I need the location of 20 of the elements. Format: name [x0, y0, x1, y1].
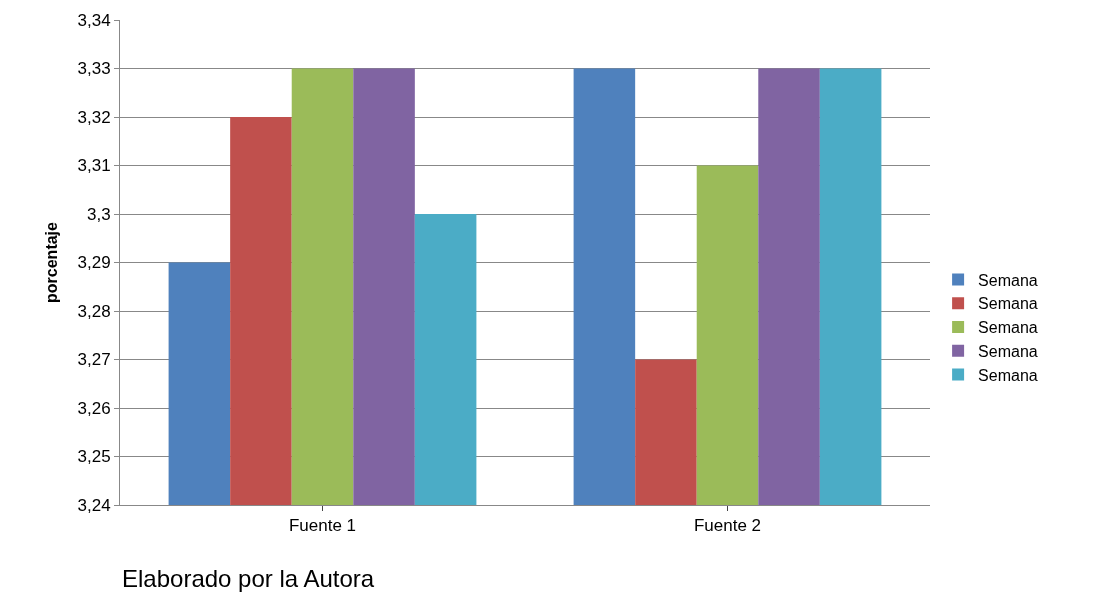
legend-label: Semana	[978, 343, 1038, 361]
y-axis-title: porcentaje	[43, 221, 61, 303]
y-tick-label: 3,34	[77, 10, 111, 30]
y-tick-label: 3,26	[77, 398, 111, 418]
y-tick-label: 3,25	[77, 447, 111, 467]
x-tick-label: Fuente 1	[288, 516, 357, 536]
y-tick-label: 3,27	[77, 350, 111, 370]
legend-label: Semana	[978, 366, 1038, 384]
text: Elaborado por la Autora	[122, 565, 375, 592]
y-tick-label: 3,32	[77, 107, 111, 127]
y-tick-label: 3,29	[77, 253, 111, 273]
y-tick-label: 3,31	[77, 156, 111, 176]
legend-label: Semana	[978, 319, 1038, 337]
y-tick-label: 3,28	[77, 301, 111, 321]
y-tick-label: 3,24	[77, 495, 111, 515]
y-tick-label: 3,33	[77, 59, 111, 79]
legend-label: Semana	[978, 295, 1038, 313]
legend-label: Semana	[978, 271, 1038, 289]
x-tick-label: Fuente 2	[693, 516, 762, 536]
y-tick-label: 3,3	[86, 204, 111, 224]
